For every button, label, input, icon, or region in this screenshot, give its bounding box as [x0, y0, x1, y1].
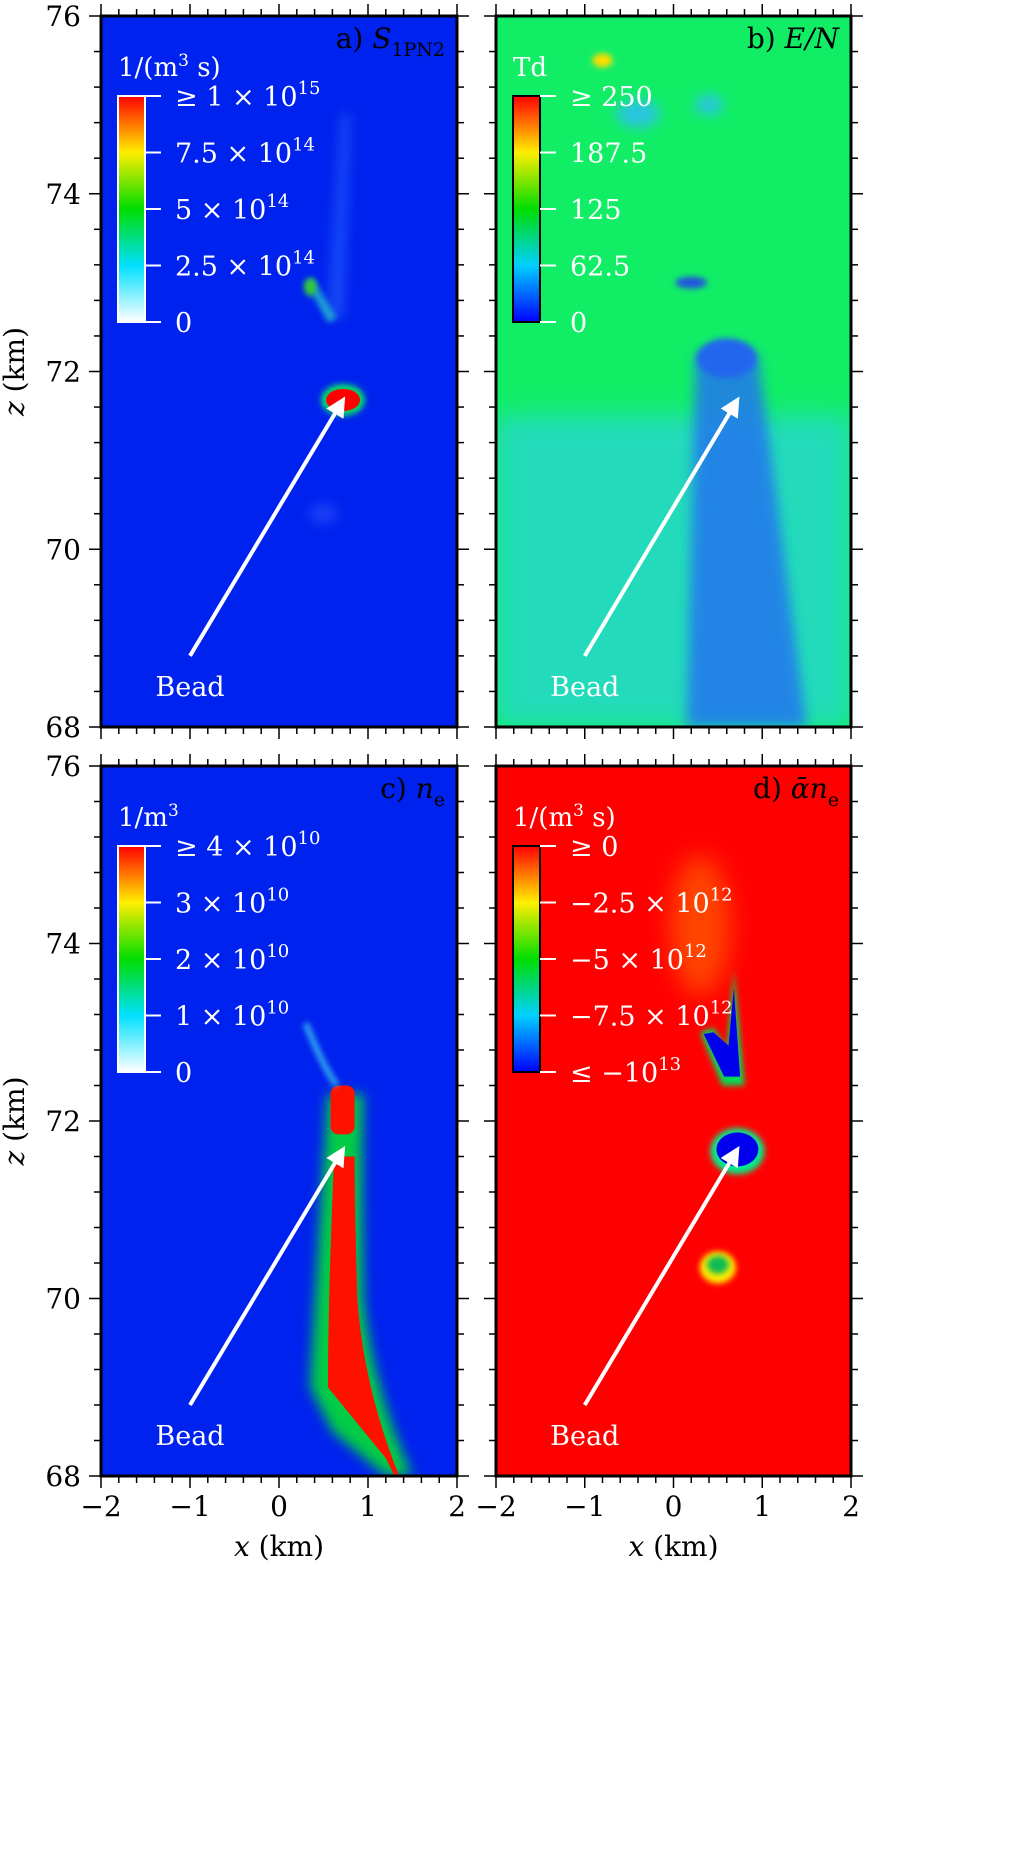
panel-title: b) E/N	[747, 22, 841, 55]
y-tick-label: 72	[45, 1105, 81, 1138]
low-field-channel	[686, 353, 807, 727]
x-tick-label: −1	[564, 1490, 605, 1523]
colorbar	[117, 95, 146, 323]
colorbar-unit: Td	[513, 53, 547, 83]
x-tick-label: −1	[169, 1490, 210, 1523]
panel-c: 1/m3≥ 4 × 1010 3 × 1010 2 × 1010 1 × 1010 0 B…	[0, 750, 469, 1563]
panel-d-field	[670, 855, 765, 1284]
colorbar-label: −5 × 1012	[570, 941, 707, 976]
streak-tip	[304, 278, 317, 297]
panel-title: c) ne	[380, 772, 445, 811]
y-axis-label: z (km)	[0, 1076, 31, 1166]
colorbar-unit: 1/m3	[118, 801, 179, 833]
panel-c-background	[101, 766, 457, 1476]
y-tick-label: 70	[45, 533, 81, 566]
colorbar-label: 5 × 1014	[175, 191, 289, 226]
colorbar-label: ≤ −1013	[570, 1054, 681, 1089]
panel-c-field	[302, 1022, 413, 1476]
colorbar-label: −2.5 × 1012	[570, 885, 733, 920]
x-axis-label: x (km)	[628, 1530, 718, 1563]
blob-core	[706, 1255, 729, 1274]
panel-d: 1/(m3 s)≥ 0 −2.5 × 1012 −5 × 1012 −7.5 × 10…	[475, 754, 863, 1563]
y-tick-label: 76	[45, 750, 81, 783]
x-tick-label: 2	[842, 1490, 860, 1523]
x-tick-label: 1	[359, 1490, 377, 1523]
annotation-label: Bead	[155, 1421, 224, 1452]
annotation-arrow	[188, 396, 346, 657]
colorbar-label: 2.5 × 1014	[175, 248, 315, 283]
y-axis-label: z (km)	[0, 327, 31, 417]
annotation-label: Bead	[550, 1421, 619, 1452]
annotation-arrow	[583, 396, 740, 657]
streak	[302, 1022, 340, 1088]
y-tick-label: 70	[45, 1283, 81, 1316]
x-tick-label: −2	[80, 1490, 121, 1523]
colorbar	[117, 845, 146, 1073]
colorbar-label: 187.5	[570, 139, 647, 170]
hot-spot	[592, 53, 613, 68]
panel-title: a) S1PN2	[336, 22, 445, 61]
x-tick-label: 1	[753, 1490, 771, 1523]
y-tick-label: 68	[45, 1460, 81, 1493]
colorbar-unit: 1/(m3 s)	[118, 51, 221, 83]
y-tick-label: 76	[45, 0, 81, 33]
panel-title: d) ᾱne	[753, 772, 839, 811]
low-field-cap	[696, 338, 757, 379]
colorbar-label: 3 × 1010	[175, 885, 289, 920]
y-tick-label: 74	[45, 928, 81, 961]
colorbar-label: ≥ 4 × 1010	[175, 828, 320, 863]
colorbar-label: −7.5 × 1012	[570, 998, 733, 1033]
x-tick-label: −2	[475, 1490, 516, 1523]
panel-b: Td ≥ 250 187.5 125 62.5 0 Bead b) E/N	[484, 4, 863, 739]
x-tick-label: 0	[665, 1490, 683, 1523]
colorbar-label: ≥ 0	[570, 832, 618, 863]
colorbar	[512, 845, 541, 1073]
x-axis-label: x (km)	[234, 1530, 324, 1563]
panel-a-background	[101, 16, 457, 727]
streak-core	[703, 987, 741, 1077]
colorbar-label: 62.5	[570, 252, 630, 283]
faint-plume	[670, 855, 731, 996]
colorbar-label: 0	[175, 308, 192, 339]
bead-core	[330, 1085, 355, 1135]
panel-d-background	[496, 766, 851, 1476]
colorbar-label: 2 × 1010	[175, 941, 289, 976]
annotation-arrow	[188, 1145, 346, 1407]
small-blob	[675, 276, 708, 289]
annotation-arrow	[583, 1145, 740, 1407]
colorbar-label: 1 × 1010	[175, 998, 289, 1033]
x-tick-label: 0	[270, 1490, 288, 1523]
colorbar	[512, 95, 541, 323]
x-tick-label: 2	[448, 1490, 466, 1523]
annotation-label: Bead	[155, 672, 224, 703]
cool-patch	[616, 99, 660, 128]
colorbar-label: 7.5 × 1014	[175, 135, 315, 170]
faint-plume	[327, 113, 351, 319]
colorbar-label: 0	[175, 1058, 192, 1089]
colorbar-label: ≥ 1 × 1015	[175, 78, 320, 113]
y-tick-label: 74	[45, 178, 81, 211]
faint-blob	[309, 503, 338, 524]
colorbar-label: 0	[570, 308, 587, 339]
y-tick-label: 68	[45, 711, 81, 744]
colorbar-label: 125	[570, 195, 622, 226]
colorbar-label: ≥ 250	[570, 82, 653, 113]
annotation-label: Bead	[550, 672, 619, 703]
panel-b-field	[496, 53, 851, 727]
colorbar-unit: 1/(m3 s)	[513, 801, 616, 833]
channel-core	[327, 1156, 400, 1476]
y-tick-label: 72	[45, 356, 81, 389]
cool-patch	[695, 94, 723, 115]
panel-a: 1/(m3 s)≥ 1 × 1015 7.5 × 1014 5 × 1014 2.5 …	[0, 0, 469, 744]
